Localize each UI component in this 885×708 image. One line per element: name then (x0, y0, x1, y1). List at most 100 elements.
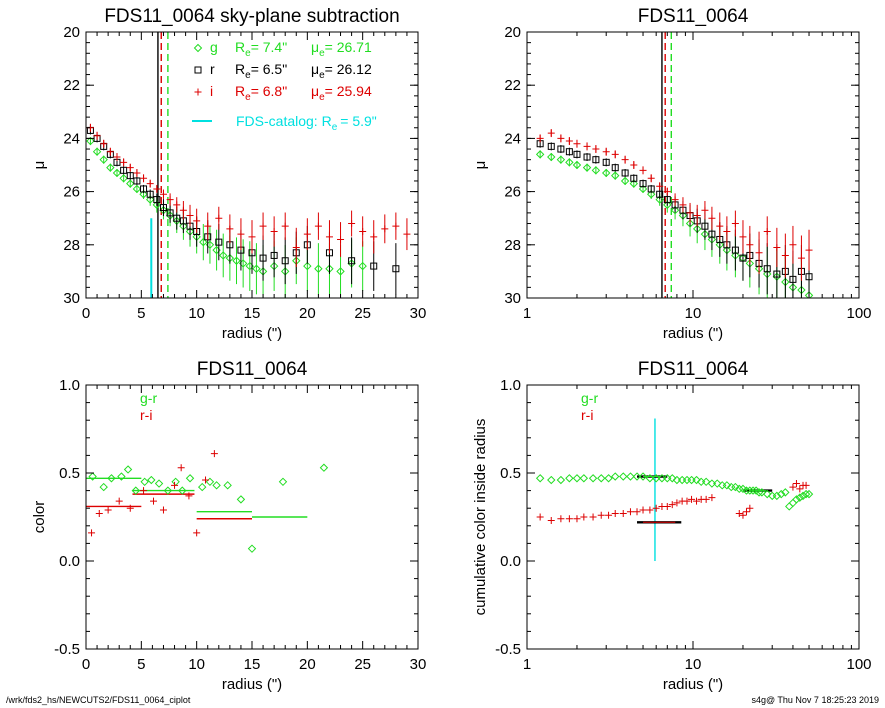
data-point (88, 472, 97, 481)
data-point (270, 228, 278, 235)
data-point (140, 477, 149, 487)
legend-mu-i: μe= 25.94 (311, 83, 372, 103)
data-point (112, 168, 122, 178)
data-point (611, 164, 619, 172)
data-point (583, 142, 591, 150)
data-point (723, 228, 731, 235)
data-point (671, 196, 679, 204)
data-point (708, 230, 716, 238)
data-point (702, 495, 710, 503)
data-point (686, 209, 694, 217)
series-g (86, 136, 367, 298)
x-tick-label: 100 (846, 656, 871, 673)
data-point (582, 163, 592, 172)
data-point (781, 251, 789, 259)
series-g (88, 463, 329, 553)
data-point (131, 486, 141, 495)
data-point (755, 249, 763, 257)
x-axis-label: radius (") (663, 325, 723, 342)
data-point (663, 502, 671, 510)
data-point (281, 222, 289, 230)
data-point (226, 225, 234, 233)
data-point (673, 499, 681, 507)
data-point (565, 515, 573, 523)
data-point (632, 472, 642, 481)
x-tick-label: 0 (82, 656, 90, 673)
data-point (86, 136, 95, 146)
data-point (252, 264, 261, 273)
data-point (798, 491, 808, 501)
data-point (620, 176, 630, 186)
data-point (248, 233, 256, 241)
series-i (536, 129, 813, 281)
x-tick-label: 10 (685, 656, 702, 673)
plot-area (535, 32, 814, 298)
data-point (557, 145, 565, 153)
data-point (646, 190, 656, 199)
data-point (547, 152, 556, 162)
data-point (742, 486, 751, 495)
data-point (270, 251, 278, 259)
data-point (146, 190, 154, 198)
data-point (140, 487, 148, 495)
data-point (785, 502, 794, 511)
data-point (153, 185, 161, 193)
data-point (119, 174, 128, 183)
data-point (173, 214, 181, 222)
data-point (204, 222, 212, 230)
data-point (611, 472, 620, 481)
data-point (123, 465, 133, 474)
data-point (735, 509, 743, 517)
data-point (647, 174, 655, 182)
data-point (739, 254, 747, 262)
data-point (557, 515, 565, 523)
data-point (739, 511, 747, 519)
data-point (668, 501, 676, 509)
chart-panel-4: FDS11_0064 1 10 100 -0.5 0.0 0.5 1.0 radius (") c… (472, 359, 872, 693)
data-point (693, 212, 701, 220)
data-point (773, 270, 781, 278)
data-point (701, 206, 709, 214)
data-point (588, 474, 598, 483)
y-axis-label: color (31, 501, 48, 534)
y-tick-label: -0.5 (495, 641, 521, 658)
data-point (763, 489, 772, 499)
data-point (611, 150, 619, 158)
footer-timestamp: s4g@ Thu Nov 7 18:25:23 2019 (751, 695, 879, 705)
data-point (95, 509, 103, 517)
data-point (178, 486, 187, 495)
data-point (677, 475, 687, 485)
data-point (754, 488, 764, 497)
data-point (639, 166, 647, 174)
data-point (281, 257, 289, 265)
footer-path: /wrk/fds2_hs/NEWCUTS2/FDS11_0064_ciplot (6, 695, 191, 705)
data-point (792, 480, 800, 488)
data-point (126, 179, 135, 188)
data-point (630, 161, 638, 169)
y-tick-label: 22 (504, 77, 521, 94)
data-point (219, 251, 228, 260)
data-point (731, 246, 739, 254)
data-point (796, 485, 804, 493)
data-point (232, 256, 241, 265)
data-point (629, 179, 639, 188)
data-point (120, 158, 128, 166)
legend-band-i: i (210, 83, 213, 99)
chart-panel-3: FDS11_0064 0 5 10 15 20 25 30 -0.5 0.0 0.5 1.0 radiu… (31, 359, 426, 693)
data-point (100, 140, 108, 148)
data-point (186, 212, 194, 220)
data-point (99, 155, 108, 164)
data-point (133, 169, 141, 177)
data-point (223, 481, 232, 490)
data-point (171, 477, 180, 487)
data-point (359, 228, 367, 235)
data-point (572, 160, 582, 170)
data-point (789, 275, 797, 283)
x-tick-label: 0 (82, 305, 90, 322)
data-point (804, 291, 814, 298)
data-point (115, 497, 123, 505)
data-point (668, 474, 677, 483)
x-tick-label: 10 (685, 305, 702, 322)
data-point (547, 517, 555, 525)
